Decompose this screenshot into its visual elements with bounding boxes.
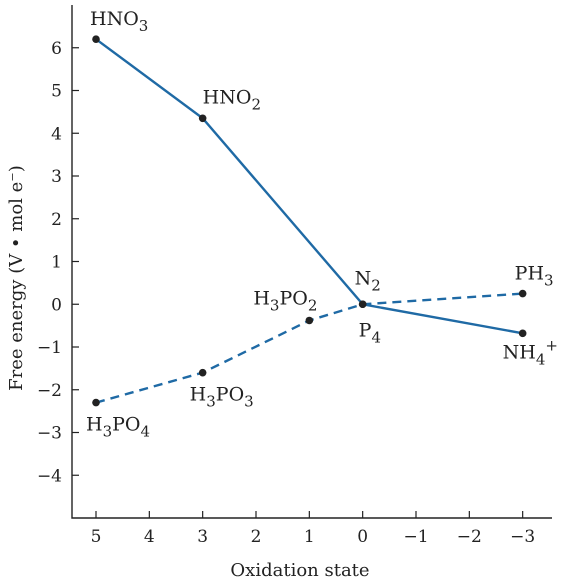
point-label: PH3 <box>515 263 554 290</box>
points-group <box>92 35 527 407</box>
data-point <box>518 289 527 298</box>
point-label: NH4+ <box>503 336 558 368</box>
y-tick-label: 2 <box>51 210 62 230</box>
point-label-part: 3 <box>103 423 113 441</box>
series-line-0 <box>95 38 523 335</box>
point-label-part: 4 <box>141 423 151 441</box>
point-label-part: PO <box>279 287 307 309</box>
y-tick-label: −1 <box>37 338 62 358</box>
point-label-part: H <box>253 287 270 309</box>
point-label-part: 3 <box>544 272 554 290</box>
point-label-part: PO <box>112 414 140 436</box>
y-tick-label: −3 <box>37 424 62 444</box>
data-point <box>92 35 100 43</box>
point-label-part: HNO <box>90 8 139 30</box>
point-label: H3PO4 <box>86 414 150 441</box>
x-tick-label: −2 <box>457 527 482 547</box>
x-tick-label: −3 <box>510 527 535 547</box>
point-label: N2 <box>355 267 381 294</box>
point-label-part: P <box>359 319 372 341</box>
point-label-part: NH <box>503 341 536 363</box>
point-label-part: 4 <box>371 328 381 346</box>
data-point <box>518 329 527 338</box>
point-label-part: 3 <box>206 393 216 411</box>
y-tick-label: −4 <box>37 466 62 486</box>
point-label-part: 2 <box>308 296 318 314</box>
y-tick-label: −2 <box>37 381 62 401</box>
x-tick-label: 0 <box>357 527 368 547</box>
x-tick-label: −1 <box>403 527 428 547</box>
point-label-part: 2 <box>251 95 261 113</box>
point-label: P4 <box>359 319 381 346</box>
series-group <box>95 38 523 404</box>
data-point <box>198 368 207 377</box>
point-label: H3PO3 <box>190 384 254 411</box>
point-label-part: HNO <box>203 86 252 108</box>
y-tick-label: 4 <box>51 124 62 144</box>
point-label-part: + <box>545 336 558 354</box>
data-point <box>358 300 367 309</box>
x-tick-label: 4 <box>144 527 155 547</box>
point-label-part: 3 <box>270 296 280 314</box>
x-tick-label: 3 <box>197 527 208 547</box>
point-label-part: 2 <box>371 276 381 294</box>
y-tick-label: 1 <box>51 253 62 273</box>
x-tick-label: 5 <box>91 527 102 547</box>
y-axis-title: Free energy (V • mol e⁻) <box>6 165 27 391</box>
point-label-part: PH <box>515 263 544 285</box>
point-label-part: H <box>190 384 207 406</box>
point-label: HNO2 <box>203 86 261 113</box>
point-label: HNO3 <box>90 8 148 35</box>
y-tick-label: 0 <box>51 295 62 315</box>
x-tick-label: 1 <box>304 527 315 547</box>
point-label-part: H <box>86 414 103 436</box>
x-axis-title: Oxidation state <box>230 560 369 581</box>
y-tick-label: 6 <box>51 39 62 59</box>
point-label: H3PO2 <box>253 287 317 314</box>
axis-frame <box>71 5 552 519</box>
point-label-part: PO <box>216 384 244 406</box>
y-tick-label: 5 <box>51 82 62 102</box>
data-point <box>92 398 100 407</box>
point-label-part: 3 <box>139 17 149 35</box>
axes: 6 5 4 3 2 1 0 −1 −2 −3 −4 5 4 3 2 1 0 −1 −2 −3 <box>37 5 552 547</box>
data-point <box>198 114 207 123</box>
x-tick-label: 2 <box>251 527 262 547</box>
point-label-part: 4 <box>536 350 546 368</box>
data-point <box>305 316 314 325</box>
y-tick-label: 3 <box>51 167 62 187</box>
point-label-part: N <box>355 267 372 289</box>
point-label-part: 3 <box>244 393 254 411</box>
